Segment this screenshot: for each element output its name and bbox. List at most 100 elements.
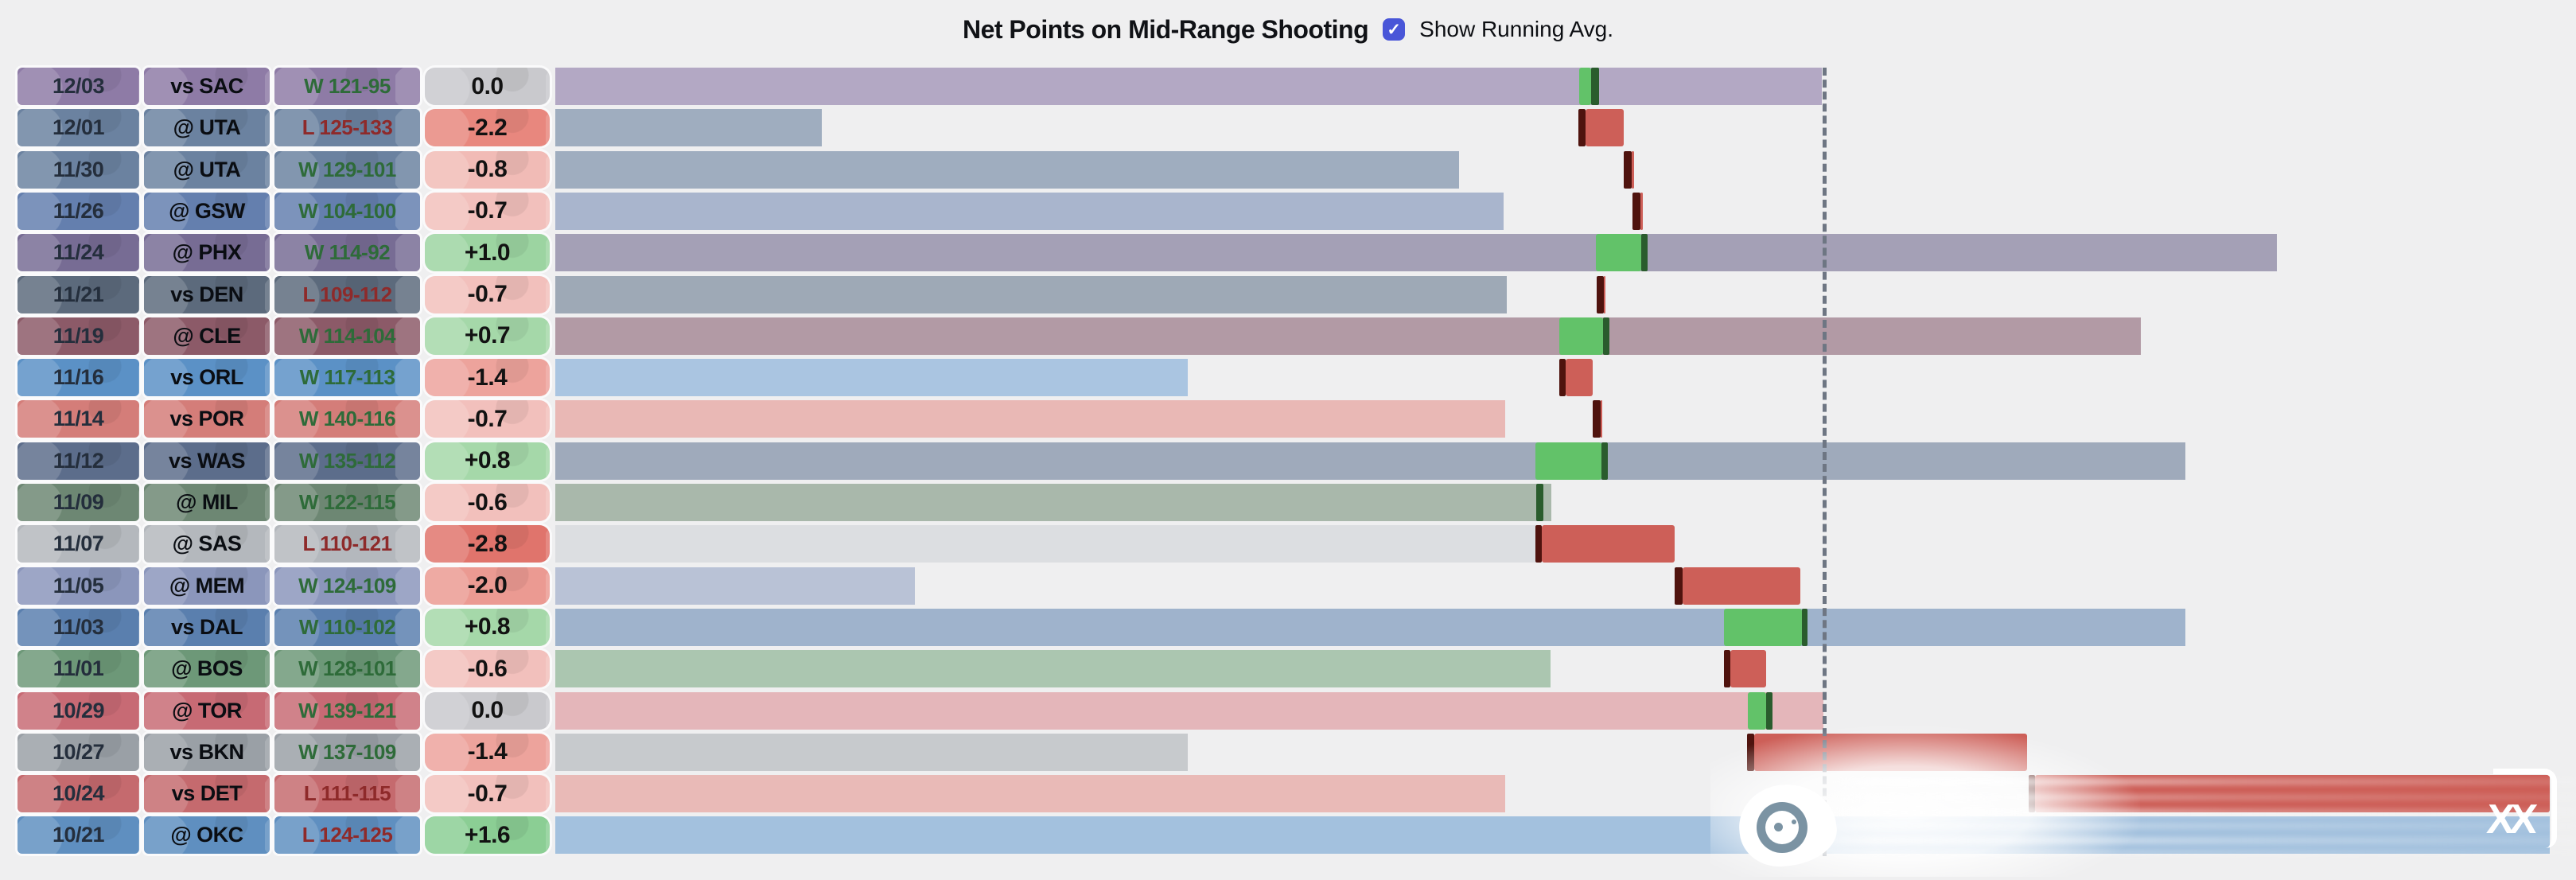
team-bar (555, 650, 1551, 688)
opponent-cell: @ SAS (144, 525, 270, 563)
result-cell: W 139-121 (274, 691, 420, 730)
date-cell: 12/01 (18, 109, 139, 147)
delta-segment (1748, 691, 1766, 730)
running-value-tick (1536, 484, 1543, 521)
net-value-badge: -0.7 (425, 192, 550, 230)
date-cell: 11/12 (18, 442, 139, 480)
delta-segment (1579, 68, 1591, 105)
date-cell: 11/19 (18, 317, 139, 355)
team-bar (555, 234, 2277, 272)
show-running-avg-label[interactable]: Show Running Avg. (1419, 17, 1614, 41)
opponent-cell: @ TOR (144, 691, 270, 730)
opponent-cell: vs DAL (144, 608, 270, 646)
result-cell: W 114-92 (274, 234, 420, 272)
opponent-cell: vs BKN (144, 733, 270, 771)
show-running-avg-checkbox[interactable]: ✓ (1383, 18, 1406, 41)
result-cell: W 121-95 (274, 68, 420, 105)
net-value-badge: +1.0 (425, 234, 550, 272)
result-cell: W 140-116 (274, 400, 420, 438)
game-row: 11/03 vs DAL W 110-102 +0.8 (0, 608, 2576, 646)
date-cell: 10/24 (18, 775, 139, 813)
game-row: 11/24 @ PHX W 114-92 +1.0 (0, 234, 2576, 272)
result-cell: W 129-101 (274, 150, 420, 189)
reference-dashed-line (1823, 68, 1827, 856)
team-bar (555, 400, 1505, 438)
result-cell: W 117-113 (274, 359, 420, 397)
running-value-tick (1641, 234, 1648, 272)
running-value-tick (1591, 68, 1599, 105)
date-cell: 11/05 (18, 567, 139, 605)
team-bar (555, 109, 822, 147)
result-cell: W 104-100 (274, 192, 420, 230)
game-row: 11/01 @ BOS W 128-101 -0.6 (0, 650, 2576, 688)
team-bar (555, 275, 1507, 313)
net-value-badge: -0.6 (425, 650, 550, 688)
opponent-cell: @ UTA (144, 150, 270, 189)
game-row: 11/14 vs POR W 140-116 -0.7 (0, 400, 2576, 438)
result-cell: W 124-109 (274, 567, 420, 605)
opponent-cell: @ GSW (144, 192, 270, 230)
game-row: 11/12 vs WAS W 135-112 +0.8 (0, 442, 2576, 480)
game-row: 11/21 vs DEN L 109-112 -0.7 (0, 275, 2576, 313)
date-cell: 11/16 (18, 359, 139, 397)
result-cell: W 135-112 (274, 442, 420, 480)
running-value-tick (1578, 109, 1586, 147)
running-value-tick (1802, 608, 1807, 646)
game-row: 10/27 vs BKN W 137-109 -1.4 (0, 733, 2576, 771)
page-title: Net Points on Mid-Range Shooting (962, 14, 1369, 44)
date-cell: 11/24 (18, 234, 139, 272)
team-bar (555, 525, 1535, 563)
team-bar (555, 775, 1505, 813)
date-cell: 11/30 (18, 150, 139, 189)
net-value-badge: -1.4 (425, 733, 550, 771)
date-cell: 12/03 (18, 68, 139, 105)
running-value-tick (1597, 275, 1604, 313)
date-cell: 10/29 (18, 691, 139, 730)
delta-segment (1542, 525, 1675, 563)
delta-segment (1604, 275, 1605, 313)
result-cell: W 122-115 (274, 484, 420, 521)
opponent-cell: @ CLE (144, 317, 270, 355)
net-value-badge: -0.8 (425, 150, 550, 189)
running-value-tick (1724, 650, 1730, 688)
running-value-tick (1559, 359, 1566, 397)
date-cell: 10/27 (18, 733, 139, 771)
opponent-cell: vs SAC (144, 68, 270, 105)
team-bar (555, 317, 2141, 355)
delta-segment (1586, 109, 1624, 147)
delta-segment (1601, 400, 1602, 438)
blur-streak (1814, 850, 2576, 855)
running-value-tick (1675, 567, 1683, 605)
result-cell: L 124-125 (274, 816, 420, 855)
team-bar (555, 359, 1188, 397)
net-value-badge: -2.2 (425, 109, 550, 147)
opponent-cell: @ MIL (144, 484, 270, 521)
blur-streak (1814, 794, 2576, 800)
team-bar (555, 567, 915, 605)
date-cell: 11/01 (18, 650, 139, 688)
running-value-tick (1535, 525, 1542, 563)
net-value-badge: -0.6 (425, 484, 550, 521)
running-value-tick (1601, 442, 1608, 480)
net-value-badge: -2.0 (425, 567, 550, 605)
result-cell: W 114-104 (274, 317, 420, 355)
delta-segment (1535, 442, 1601, 480)
game-row: 10/29 @ TOR W 139-121 0.0 (0, 691, 2576, 730)
delta-segment (1724, 608, 1802, 646)
game-row: 11/09 @ MIL W 122-115 -0.6 (0, 484, 2576, 521)
running-value-tick (1632, 192, 1640, 230)
team-bar (555, 608, 2185, 646)
running-value-tick (1593, 400, 1601, 438)
game-row: 11/05 @ MEM W 124-109 -2.0 (0, 567, 2576, 605)
net-value-badge: +0.8 (425, 442, 550, 480)
result-cell: L 109-112 (274, 275, 420, 313)
net-value-badge: +0.7 (425, 317, 550, 355)
mascot-watermark-icon (1735, 779, 1840, 871)
result-cell: W 137-109 (274, 733, 420, 771)
net-value-badge: -2.8 (425, 525, 550, 563)
team-bar (555, 733, 1188, 771)
delta-segment (1683, 567, 1800, 605)
running-value-tick (1603, 317, 1609, 355)
net-value-badge: +1.6 (425, 816, 550, 855)
blur-streak (1814, 808, 2576, 816)
